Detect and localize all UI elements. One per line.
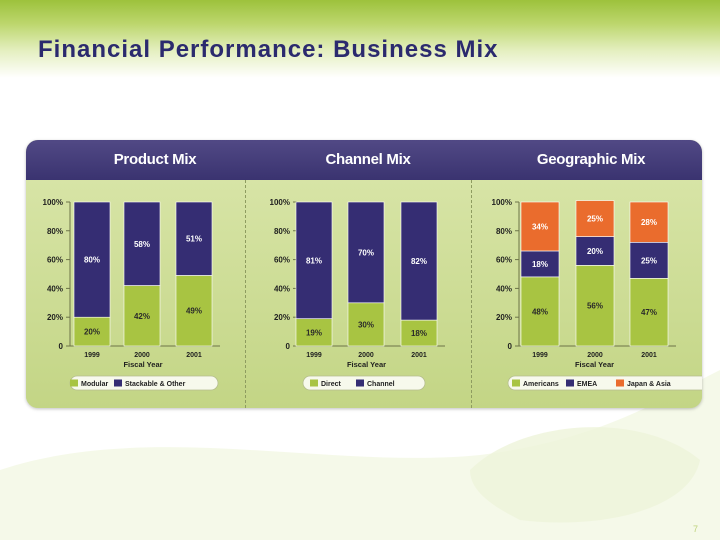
bar-segment xyxy=(347,201,385,304)
data-label: 80% xyxy=(84,256,100,265)
bar-segment xyxy=(73,201,111,318)
data-label: 81% xyxy=(306,256,322,265)
y-tick-label: 100% xyxy=(43,198,63,207)
bar-segment xyxy=(520,201,560,252)
y-tick-label: 80% xyxy=(47,227,63,236)
data-label: 34% xyxy=(532,222,548,231)
bar-segment xyxy=(295,201,333,319)
legend-swatch xyxy=(566,379,574,387)
bar-segment xyxy=(295,318,333,347)
page-title: Financial Performance: Business Mix xyxy=(38,36,499,63)
bar-segment xyxy=(629,201,669,243)
legend-swatch xyxy=(114,379,122,387)
data-label: 51% xyxy=(186,235,202,244)
chart-title-geographic-mix: Geographic Mix xyxy=(536,151,646,168)
data-label: 18% xyxy=(411,329,427,338)
data-label: 47% xyxy=(641,308,657,317)
legend-swatch xyxy=(356,379,364,387)
x-tick-label: 1999 xyxy=(84,352,100,359)
data-label: 49% xyxy=(186,307,202,316)
x-tick-label: 2001 xyxy=(411,352,427,359)
bar-segment xyxy=(520,276,560,347)
data-label: 19% xyxy=(306,328,322,337)
y-tick-label: 40% xyxy=(274,284,290,293)
y-tick-label: 100% xyxy=(492,198,512,207)
chart-title-channel-mix: Channel Mix xyxy=(325,151,411,168)
legend-swatch xyxy=(512,379,520,387)
y-tick-label: 40% xyxy=(47,284,63,293)
y-tick-label: 60% xyxy=(496,256,512,265)
panel-header xyxy=(26,140,702,180)
bar-segment xyxy=(347,302,385,347)
legend-label: EMEA xyxy=(577,381,597,388)
legend-swatch xyxy=(70,379,78,387)
y-tick-label: 100% xyxy=(270,198,290,207)
data-label: 42% xyxy=(134,312,150,321)
x-tick-label: 2001 xyxy=(641,352,657,359)
legend-box xyxy=(507,375,702,391)
legend-swatch xyxy=(616,379,624,387)
x-axis-title: Fiscal Year xyxy=(347,360,386,369)
chart-separator xyxy=(471,180,472,408)
legend-label: Direct xyxy=(321,381,342,388)
data-label: 48% xyxy=(532,307,548,316)
bar-segment xyxy=(175,275,213,347)
bar-segment xyxy=(575,236,615,266)
data-label: 70% xyxy=(358,248,374,257)
bar-segment xyxy=(629,278,669,347)
data-label: 28% xyxy=(641,218,657,227)
data-label: 20% xyxy=(84,328,100,337)
legend-label: Americans xyxy=(523,381,559,388)
data-label: 25% xyxy=(641,256,657,265)
data-label: 56% xyxy=(587,302,603,311)
bar-segment xyxy=(175,201,213,276)
legend-label: Channel xyxy=(367,381,395,388)
y-tick-label: 80% xyxy=(274,227,290,236)
x-axis-title: Fiscal Year xyxy=(123,360,162,369)
x-tick-label: 2000 xyxy=(134,352,150,359)
data-label: 18% xyxy=(532,260,548,269)
bar-segment xyxy=(575,200,615,237)
legend-swatch xyxy=(310,379,318,387)
y-tick-label: 40% xyxy=(496,284,512,293)
charts-area: 0 20% 40% 60% 80% 100% 20% 80% 1999 42% 58% 2000 49%… xyxy=(43,198,702,391)
chart-separator xyxy=(245,180,246,408)
x-tick-label: 2000 xyxy=(587,352,603,359)
data-label: 20% xyxy=(587,247,603,256)
y-tick-label: 20% xyxy=(496,313,512,322)
legend-label: Japan & Asia xyxy=(627,381,671,388)
page-number: 7 xyxy=(692,524,698,534)
x-tick-label: 2000 xyxy=(358,352,374,359)
data-label: 82% xyxy=(411,257,427,266)
data-label: 25% xyxy=(587,215,603,224)
y-tick-label: 0 xyxy=(286,342,291,351)
data-label: 30% xyxy=(358,320,374,329)
bar-segment xyxy=(575,265,615,347)
title-band xyxy=(0,0,720,78)
y-tick-label: 20% xyxy=(47,313,63,322)
y-tick-label: 60% xyxy=(274,256,290,265)
bar-segment xyxy=(400,201,438,321)
legend-label: Modular xyxy=(81,381,108,388)
x-tick-label: 2001 xyxy=(186,352,202,359)
y-tick-label: 0 xyxy=(59,342,64,351)
y-tick-label: 0 xyxy=(508,342,513,351)
bar-segment xyxy=(73,316,111,347)
bar-segment xyxy=(123,285,161,347)
bar-segment xyxy=(400,319,438,347)
bar-segment xyxy=(123,201,161,286)
charts-panel: Product Mix Channel Mix Geographic Mix 0… xyxy=(26,140,702,408)
x-axis-title: Fiscal Year xyxy=(575,360,614,369)
data-label: 58% xyxy=(134,240,150,249)
y-tick-label: 80% xyxy=(496,227,512,236)
y-tick-label: 60% xyxy=(47,256,63,265)
chart-title-product-mix: Product Mix xyxy=(113,151,197,168)
y-tick-label: 20% xyxy=(274,313,290,322)
x-tick-label: 1999 xyxy=(532,352,548,359)
legend-label: Stackable & Other xyxy=(125,381,186,388)
bar-segment xyxy=(629,242,669,279)
x-tick-label: 1999 xyxy=(306,352,322,359)
